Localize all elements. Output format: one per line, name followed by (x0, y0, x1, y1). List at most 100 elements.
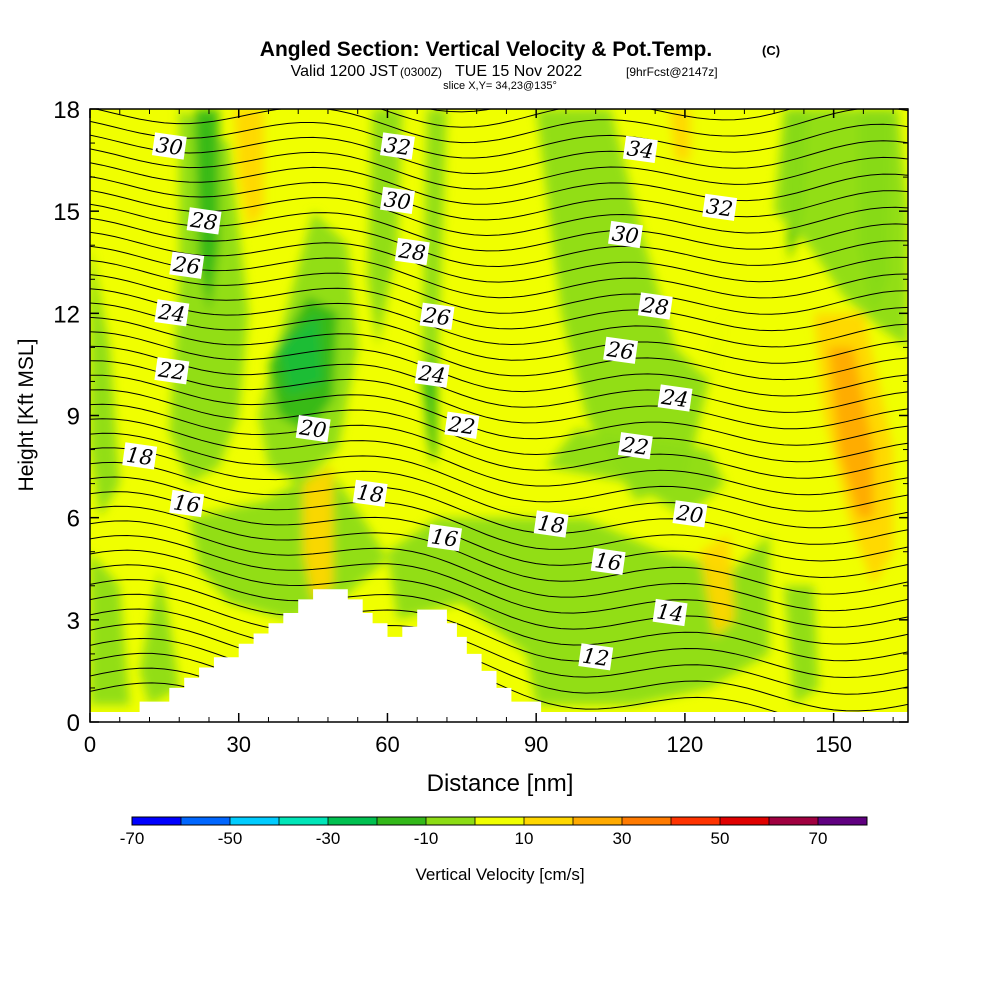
colorbar-segment (279, 817, 329, 825)
isentrope-label: 26 (419, 302, 455, 331)
isentrope-label: 18 (122, 442, 158, 470)
isentrope-label-text: 18 (125, 443, 155, 470)
axes: 0 30 60 90 120 150 0 3 6 9 12 15 18 (53, 97, 908, 757)
isentrope-label-text: 24 (659, 385, 690, 413)
isentrope-line (90, 403, 908, 479)
colorbar-tick-label: -10 (414, 829, 439, 848)
colorbar-segment (328, 817, 378, 825)
colorbar-segment (524, 817, 574, 825)
isentrope-label: 22 (154, 357, 190, 385)
velocity-region (699, 534, 735, 637)
chart-title-suffix: (C) (762, 43, 780, 58)
isentrope-line (90, 579, 908, 679)
plot-bottom-strip (90, 712, 908, 722)
isentrope-label-box (154, 299, 190, 327)
isentrope-label-text: 26 (421, 303, 452, 331)
isentrope-line (90, 345, 908, 413)
isentrope-line (90, 476, 908, 562)
isentrope-label-box (427, 523, 463, 552)
isentrope-label-box (169, 489, 205, 518)
isentrope-label: 32 (702, 193, 738, 222)
y-tick-label: 18 (53, 97, 80, 124)
isentrope-label-box (380, 186, 415, 215)
isentrope-label: 24 (657, 384, 693, 413)
isentrope-line (90, 389, 908, 463)
isentrope-line (90, 231, 908, 283)
isentrope-label: 34 (622, 135, 658, 164)
isentrope-label: 16 (590, 547, 626, 576)
isentrope-label-box (702, 193, 738, 221)
isentrope-label-box (394, 237, 430, 266)
isentrope-line (90, 331, 908, 397)
utc-time-label: (0300Z) (400, 65, 442, 79)
isentrope-label-text: 30 (154, 133, 184, 160)
isentrope-label-box (444, 411, 480, 439)
velocity-region (387, 517, 770, 705)
colorbar-segment (622, 817, 672, 825)
isentrope-line (90, 203, 908, 252)
x-tick-label: 150 (815, 732, 852, 757)
isentrope-label: 30 (151, 132, 187, 160)
y-tick-label: 9 (67, 404, 80, 431)
isentrope-label-text: 12 (581, 644, 611, 671)
isentrope-label: 32 (380, 132, 415, 160)
colorbar-segment (377, 817, 427, 825)
x-tick-label: 60 (375, 732, 399, 757)
isentrope-label-text: 26 (171, 252, 202, 280)
chart-title: Angled Section: Vertical Velocity & Pot.… (260, 38, 712, 61)
isentrope-line (90, 491, 908, 579)
isentrope-line (90, 608, 908, 712)
isentrope-label-text: 18 (355, 480, 385, 507)
x-tick-label: 120 (667, 732, 704, 757)
isentrope-line (90, 316, 908, 381)
colorbar-tick-label: 70 (809, 829, 828, 848)
y-tick-label: 15 (53, 199, 80, 226)
isentrope-label: 22 (444, 411, 480, 439)
isentrope-line (90, 360, 908, 430)
velocity-region (139, 568, 180, 705)
isentrope-label: 30 (608, 220, 643, 249)
colorbar-segment (818, 817, 868, 825)
isentrope-line (90, 259, 908, 315)
y-tick-label: 3 (67, 608, 80, 635)
colorbar-segment (426, 817, 476, 825)
colorbar-tick-label: 10 (515, 829, 534, 848)
isentrope-label-text: 16 (593, 548, 623, 575)
isentrope-label-box (617, 432, 653, 460)
isentrope-label-text: 32 (382, 133, 412, 160)
isentrope-line (90, 461, 908, 545)
isentrope-label-text: 30 (382, 187, 412, 214)
isentrope-label-box (151, 132, 187, 160)
isentrope-label-text: 14 (655, 599, 685, 626)
isentrope-label: 26 (169, 251, 205, 280)
y-tick-label: 6 (67, 506, 80, 533)
isentrope-label: 12 (578, 643, 614, 671)
velocity-region (774, 109, 908, 348)
colorbar-tick-label: 30 (613, 829, 632, 848)
slice-info-label: slice X,Y= 34,23@135° (443, 80, 557, 92)
colorbar-title: Vertical Velocity [cm/s] (415, 865, 584, 884)
isentrope-label-text: 22 (156, 357, 187, 385)
isentrope-line (90, 176, 908, 221)
isentrope-line (90, 162, 908, 205)
colorbar-segment (769, 817, 819, 825)
colorbar-tick-label: -50 (218, 829, 243, 848)
isentrope-line (90, 217, 908, 268)
forecast-info-label: [9hrFcst@2147z] (626, 65, 718, 79)
isentrope-label: 20 (295, 414, 331, 443)
isentrope-line (90, 534, 908, 628)
isentrope-line (90, 189, 908, 237)
velocity-region (828, 347, 874, 518)
isentrope-label-box (622, 135, 658, 164)
isentrope-label-box (154, 357, 190, 385)
isentrope-label-box (414, 360, 450, 388)
colorbar-segment (671, 817, 721, 825)
terrain-mask (139, 589, 542, 722)
colorbar-tick-label: -70 (120, 829, 145, 848)
x-tick-label: 0 (84, 732, 96, 757)
isentrope-label-text: 24 (156, 299, 187, 327)
isentrope-label: 28 (394, 237, 430, 266)
